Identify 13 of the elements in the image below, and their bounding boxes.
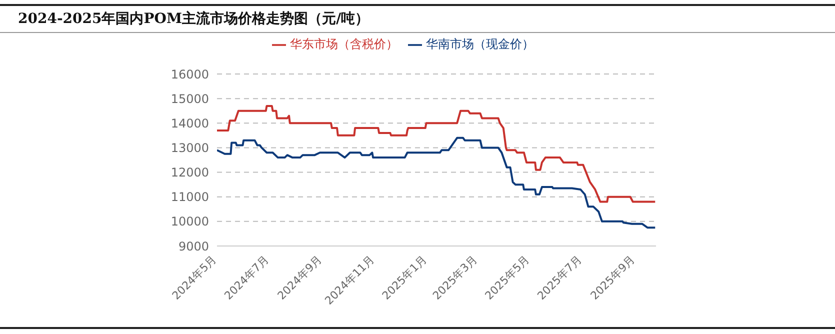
y-tick-label: 11000 (170, 190, 209, 204)
y-tick-label: 14000 (170, 116, 209, 130)
legend-label: 华南市场（现金价） (426, 37, 534, 51)
y-tick-label: 9000 (178, 239, 209, 254)
line-series (217, 104, 656, 203)
y-tick-label: 13000 (170, 140, 209, 155)
line-series (217, 136, 656, 229)
y-tick-label: 15000 (170, 92, 209, 106)
chart-title: 2024-2025年国内POM主流市场价格走势图（元/吨） (18, 10, 370, 28)
y-tick-label: 12000 (170, 166, 209, 180)
y-tick-label: 10000 (170, 214, 209, 229)
legend-label: 华东市场（含税价） (290, 37, 398, 51)
y-tick-label: 16000 (170, 67, 209, 82)
